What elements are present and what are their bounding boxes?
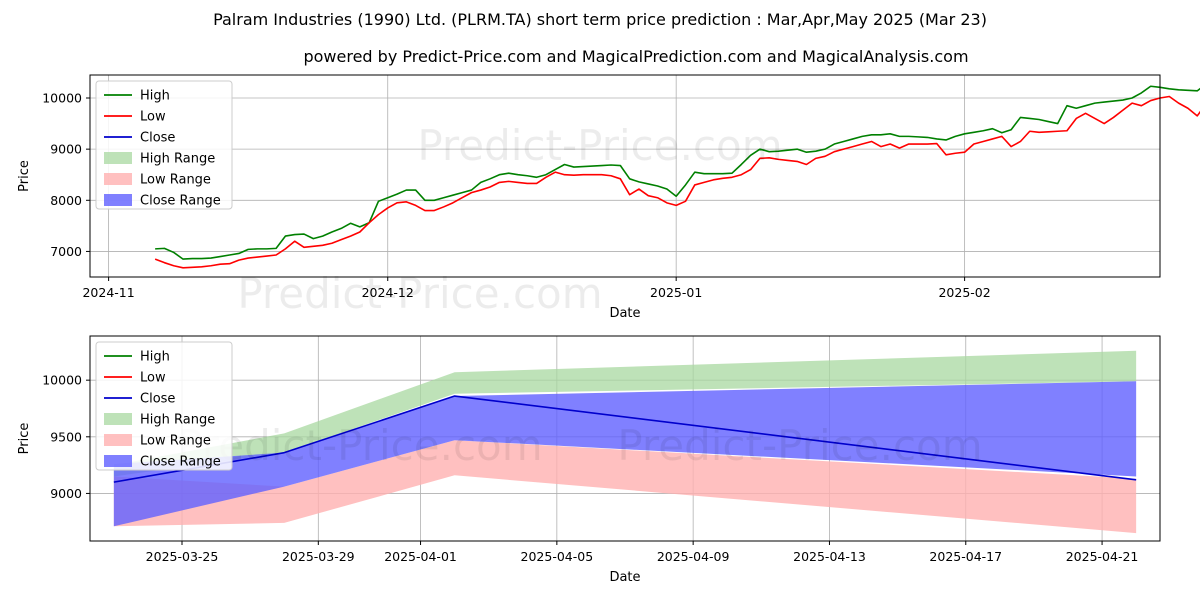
x-axis-label: Date bbox=[609, 570, 640, 585]
close-range-band bbox=[113, 381, 1137, 527]
x-tick-label: 2025-04-21 bbox=[1066, 549, 1139, 564]
y-axis-label: Price bbox=[17, 423, 32, 455]
legend-label: Close Range bbox=[140, 455, 221, 470]
legend-swatch-close-range bbox=[104, 455, 132, 467]
legend-label: High Range bbox=[140, 152, 215, 167]
chart-subtitle: powered by Predict-Price.com and Magical… bbox=[303, 47, 968, 66]
y-tick-label: 8000 bbox=[50, 193, 82, 208]
x-tick-label: 2025-04-09 bbox=[657, 549, 730, 564]
top-chart: Predict-Price.comPredict-Price.com2024-1… bbox=[17, 74, 1200, 321]
x-tick-label: 2025-03-25 bbox=[146, 549, 219, 564]
legend-swatch-high-range bbox=[104, 152, 132, 164]
legend: High Low Close High Range Low Range Close Ran… bbox=[95, 341, 233, 471]
bottom-chart: Predict-Price.com Predict-Price.com 2025-0… bbox=[17, 335, 1161, 585]
low-line bbox=[154, 95, 1200, 269]
y-tick-label: 10000 bbox=[42, 91, 82, 106]
legend-label: Low bbox=[140, 371, 166, 386]
y-axis-label: Price bbox=[17, 160, 32, 192]
legend-swatch-close-range bbox=[104, 194, 132, 206]
legend-label: Low Range bbox=[140, 434, 211, 449]
x-tick-label: 2024-12 bbox=[362, 285, 414, 300]
legend-swatch-low-range bbox=[104, 434, 132, 446]
legend-label: High Range bbox=[140, 413, 215, 428]
x-tick-label: 2025-04-17 bbox=[929, 549, 1002, 564]
legend-label: Low bbox=[140, 110, 166, 125]
y-tick-label: 9000 bbox=[50, 486, 82, 501]
legend-swatch-low-range bbox=[104, 173, 132, 185]
chart-title: Palram Industries (1990) Ltd. (PLRM.TA) … bbox=[213, 10, 987, 29]
watermark: Predict-Price.com bbox=[237, 269, 602, 318]
legend: High Low Close High Range Low Range Close Ran… bbox=[95, 80, 233, 210]
watermark: Predict-Price.com bbox=[417, 121, 782, 170]
x-tick-label: 2025-04-13 bbox=[793, 549, 866, 564]
y-tick-label: 10000 bbox=[42, 373, 82, 388]
x-tick-label: 2025-04-05 bbox=[521, 549, 594, 564]
legend-label: Close bbox=[140, 392, 175, 407]
y-tick-label: 7000 bbox=[50, 244, 82, 259]
watermark: Predict-Price.com bbox=[617, 421, 982, 470]
high-range-band bbox=[113, 350, 1137, 477]
x-tick-label: 2025-02 bbox=[938, 285, 990, 300]
y-tick-label: 9000 bbox=[50, 142, 82, 157]
legend-label: Close bbox=[140, 131, 175, 146]
legend-label: Low Range bbox=[140, 173, 211, 188]
x-tick-label: 2025-01 bbox=[650, 285, 702, 300]
x-tick-label: 2024-11 bbox=[82, 285, 134, 300]
legend-swatch-high-range bbox=[104, 413, 132, 425]
legend-label: Close Range bbox=[140, 194, 221, 209]
x-tick-label: 2025-03-29 bbox=[282, 549, 355, 564]
plot-frame bbox=[89, 335, 1161, 542]
legend-label: High bbox=[140, 89, 170, 104]
watermark: Predict-Price.com bbox=[177, 421, 542, 470]
plot-frame bbox=[89, 74, 1161, 278]
legend-label: High bbox=[140, 350, 170, 365]
high-line bbox=[155, 85, 1200, 260]
y-tick-label: 9500 bbox=[50, 429, 82, 444]
x-axis-label: Date bbox=[609, 306, 640, 321]
x-tick-label: 2025-04-01 bbox=[384, 549, 457, 564]
low-range-band bbox=[113, 440, 1137, 534]
